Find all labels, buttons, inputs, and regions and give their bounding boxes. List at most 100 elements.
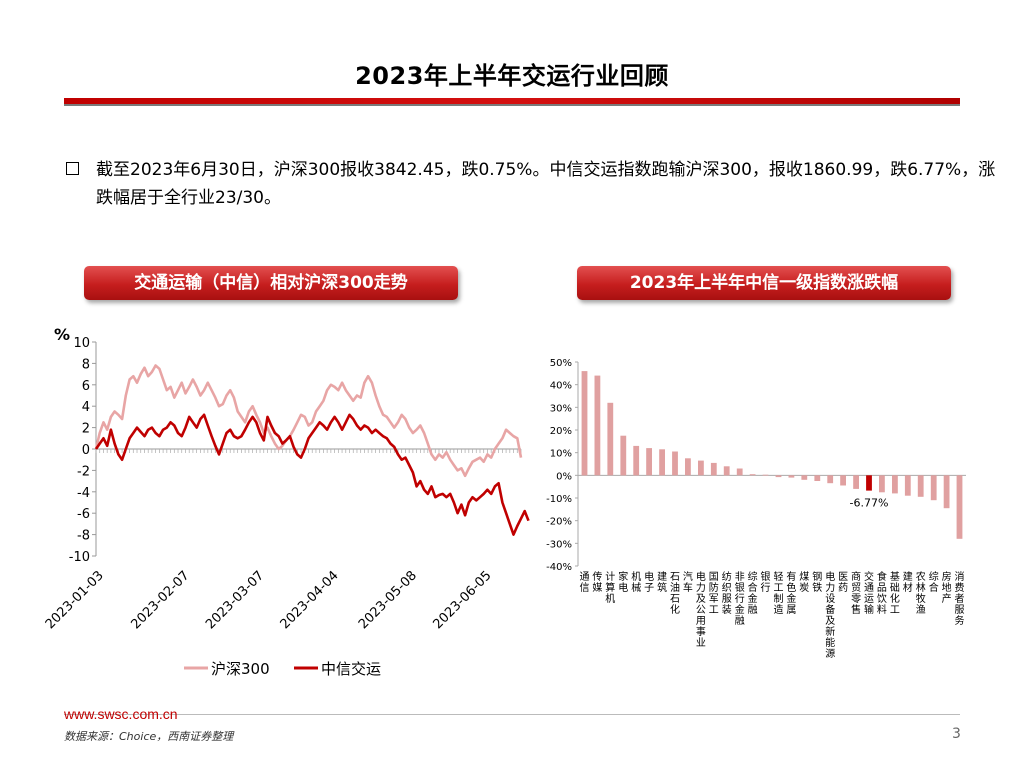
footer-divider	[64, 714, 960, 715]
category-label: 机械	[631, 570, 641, 594]
category-label: 综合金融	[748, 570, 758, 616]
category-label: 商贸零售	[851, 570, 861, 616]
category-label: 家电	[618, 570, 628, 594]
y-tick-label: -10	[69, 550, 90, 565]
y-tick-label: -4	[77, 486, 90, 501]
y-tick-label: 30%	[550, 403, 572, 414]
series-line-citic-transport	[94, 413, 530, 536]
y-tick-label: -8	[77, 529, 90, 544]
category-label: 轻工制造	[774, 570, 784, 616]
category-label: 银行	[761, 570, 771, 594]
x-tick-label: 2023-02-07	[129, 568, 193, 632]
category-label: 综合	[929, 570, 939, 594]
y-tick-label: -40%	[546, 562, 572, 573]
category-label: 非银行金融	[735, 571, 745, 627]
highlight-data-label: -6.77%	[850, 497, 889, 510]
y-tick-label: 40%	[550, 381, 572, 392]
y-tick-label: 0%	[556, 471, 572, 482]
title-underline-shadow	[64, 104, 960, 106]
bar-28	[930, 475, 937, 501]
bar-11	[710, 462, 717, 476]
legend-label-citic-transport: 中信交运	[321, 660, 381, 678]
bar-22	[853, 475, 859, 489]
bar-5	[633, 445, 640, 476]
category-label: 农林牧渔	[916, 570, 926, 616]
y-tick-label: 0	[82, 443, 90, 458]
bar-17	[788, 475, 795, 478]
legend-label-hs300: 沪深300	[211, 660, 270, 678]
bar-27	[917, 475, 924, 497]
y-tick-label: 10%	[550, 449, 572, 460]
category-label: 交通运输	[864, 570, 874, 616]
bar-30	[956, 475, 963, 539]
page-number: 3	[952, 726, 961, 742]
category-label: 消费者服务	[955, 570, 965, 627]
y-tick-label: 10	[73, 336, 90, 351]
bar-8	[672, 451, 678, 476]
footer-source: 数据来源：Choice，西南证券整理	[64, 730, 234, 743]
bar-1	[581, 371, 588, 476]
y-unit-label: %	[54, 325, 70, 344]
y-tick-label: -30%	[546, 539, 572, 550]
category-label: 房地产	[942, 570, 952, 605]
chart2-title-badge: 2023年上半年中信一级指数涨跌幅	[577, 266, 951, 300]
page-title: 2023年上半年交运行业回顾	[355, 62, 669, 90]
x-tick-label: 2023-03-07	[203, 568, 267, 632]
x-tick-label: 2023-01-03	[43, 568, 107, 632]
bar-29	[943, 475, 950, 509]
y-tick-label: -2	[77, 464, 90, 479]
category-label: 电子	[644, 570, 654, 594]
chart1-title-badge: 交通运输（中信）相对沪深300走势	[84, 266, 458, 300]
title-underline	[64, 98, 960, 104]
summary-paragraph: 截至2023年6月30日，沪深300报收3842.45，跌0.75%。中信交运指…	[96, 160, 996, 208]
bar-25	[892, 475, 898, 494]
bar-chart: 50% 40% 30% 20% 10% 0% -10% -20% -30% -40% 通信传媒计算机…	[546, 358, 966, 660]
y-tick-label: 2	[82, 422, 90, 437]
x-tick-label: 2023-04-04	[278, 568, 342, 632]
bar-19	[814, 475, 821, 481]
category-label: 食品饮料	[877, 570, 887, 616]
bar-26	[904, 475, 911, 496]
bar-24	[879, 475, 885, 493]
bar-15	[762, 474, 769, 476]
category-label: 石油石化	[670, 572, 680, 616]
bar-12	[723, 466, 730, 476]
y-tick-label: 6	[82, 379, 90, 394]
category-label: 有色金属	[786, 570, 796, 616]
category-label: 汽车	[683, 570, 693, 594]
bar-21	[840, 475, 846, 486]
bullet-square-icon	[66, 162, 79, 175]
category-label: 建材	[903, 570, 913, 594]
category-label: 煤炭	[799, 570, 809, 594]
bar-23	[866, 475, 872, 491]
category-label: 基础化工	[890, 570, 900, 616]
category-label: 国防军工	[709, 571, 719, 616]
category-label: 传媒	[592, 571, 602, 594]
bar-14	[749, 474, 756, 476]
footer-url-link[interactable]: www.swsc.com.cn	[64, 706, 178, 722]
category-label: 钢铁	[812, 570, 822, 594]
bar-16	[775, 475, 782, 478]
category-label: 医药	[838, 571, 848, 594]
category-label: 纺织服装	[722, 570, 732, 616]
bar-2	[594, 375, 601, 476]
bar-7	[659, 449, 665, 476]
category-label: 建筑	[657, 570, 667, 594]
y-tick-label: -10%	[546, 494, 572, 505]
category-label: 电力及公用事业	[696, 570, 706, 649]
y-tick-label: 50%	[550, 358, 572, 369]
bar-6	[646, 448, 652, 476]
category-label: 电力设备及新能源	[825, 570, 835, 660]
x-tick-label: 2023-06-05	[431, 568, 495, 632]
category-label: 通信	[580, 571, 590, 594]
y-tick-label: 8	[82, 357, 90, 372]
bar-18	[801, 475, 808, 480]
bar-20	[827, 475, 834, 484]
y-tick-label: -6	[77, 507, 90, 522]
y-tick-label: -20%	[546, 517, 572, 528]
y-tick-label: 4	[82, 400, 90, 415]
y-tick-label: 20%	[550, 426, 572, 437]
bar-4	[620, 435, 627, 476]
category-label: 计算机	[605, 570, 615, 605]
